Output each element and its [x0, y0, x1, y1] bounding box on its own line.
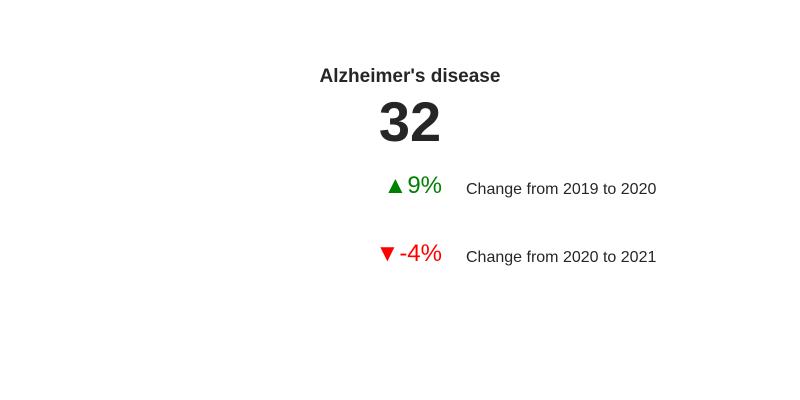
- chart-title: Alzheimer's disease: [319, 66, 501, 87]
- delta-value: ▼-4%: [376, 238, 442, 270]
- delta-label: Change from 2020 to 2021: [466, 249, 657, 266]
- delta-value: ▲9%: [384, 170, 442, 202]
- delta-row-2020-2021: ▼-4% Change from 2020 to 2021: [300, 238, 720, 270]
- arrow-up-icon: ▲: [383, 172, 408, 199]
- delta-percent: -4%: [399, 240, 442, 267]
- indicator-value: 32: [378, 90, 442, 153]
- delta-percent: 9%: [407, 172, 442, 199]
- arrow-down-icon: ▼: [375, 240, 400, 267]
- delta-row-2019-2020: ▲9% Change from 2019 to 2020: [300, 170, 720, 202]
- delta-label: Change from 2019 to 2020: [466, 181, 657, 198]
